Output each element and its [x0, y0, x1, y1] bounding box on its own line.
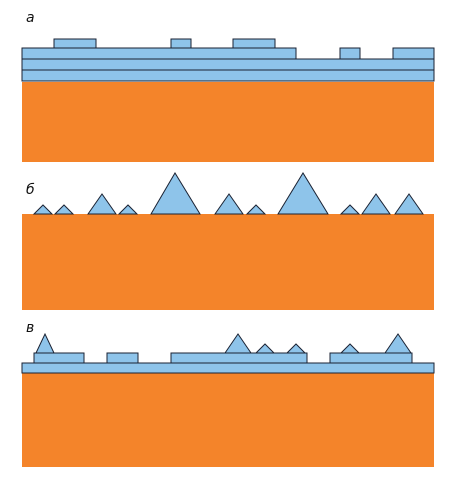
- panel-c-island: [224, 333, 252, 354]
- panel-c-island: [339, 343, 361, 354]
- panel-b-island: [214, 193, 244, 215]
- panel-c-terrace: [106, 352, 139, 364]
- panel-b: б: [22, 172, 434, 310]
- panel-a-layer-1: [21, 69, 435, 82]
- panel-b-island: [117, 204, 139, 215]
- panel-a-island: [53, 38, 97, 49]
- panel-a-substrate: [22, 82, 434, 162]
- panel-c-island: [35, 332, 55, 354]
- panel-b-label: б: [26, 182, 35, 198]
- panel-c-terrace: [170, 352, 308, 364]
- panel-b-island: [53, 204, 75, 215]
- panel-a-layer-2: [21, 58, 435, 71]
- panel-b-island: [277, 172, 329, 215]
- panel-b-substrate: [22, 214, 434, 310]
- panel-c-label: в: [26, 320, 34, 336]
- panel-b-island: [87, 193, 117, 215]
- panel-c-substrate: [22, 373, 434, 467]
- panel-c-terrace: [33, 352, 85, 364]
- panel-b-island: [339, 204, 361, 215]
- panel-c: в: [21, 320, 435, 467]
- panel-a-layer-3-partial: [21, 47, 297, 60]
- panel-a-island: [392, 47, 435, 60]
- panel-a-island: [170, 38, 192, 49]
- panel-c-island: [254, 343, 276, 354]
- panel-a-label: а: [26, 10, 35, 26]
- panel-b-island: [32, 204, 54, 215]
- panel-b-island: [245, 204, 267, 215]
- panel-a: а: [21, 10, 435, 162]
- panel-c-terrace: [329, 352, 413, 364]
- panel-b-island: [150, 172, 201, 215]
- panel-a-island: [339, 47, 361, 60]
- panel-a-island: [232, 38, 276, 49]
- panel-b-island: [361, 193, 391, 215]
- panel-b-island: [394, 193, 424, 215]
- panel-c-island: [384, 333, 412, 354]
- panel-c-island: [285, 343, 307, 354]
- panel-c-wetting-layer: [21, 362, 435, 374]
